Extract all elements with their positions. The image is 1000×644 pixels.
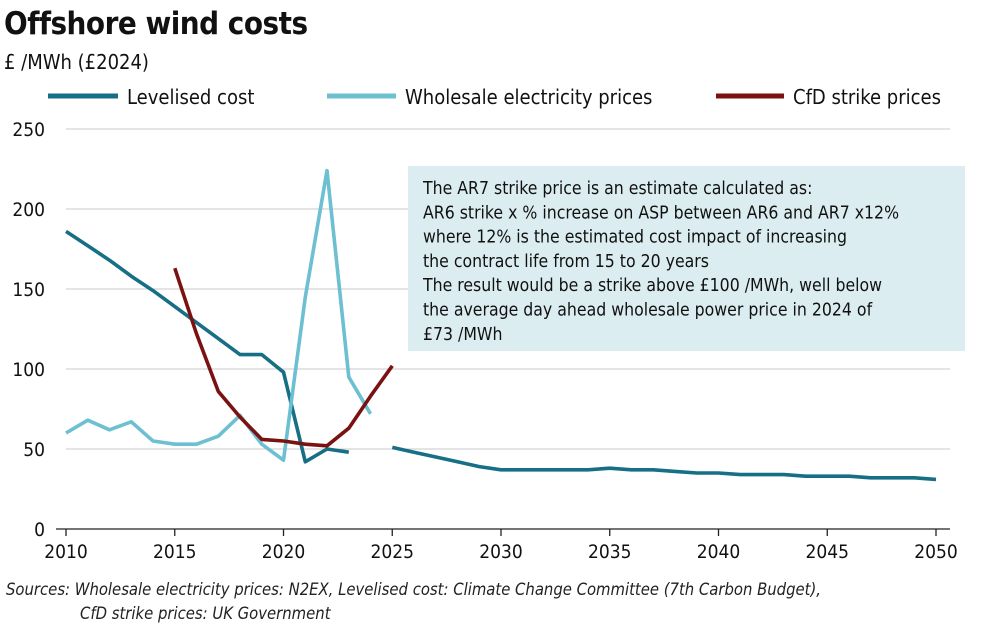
x-axis: 2010 2015 2020 2025 2030 2035 2040 2045 2050 — [44, 528, 958, 563]
x-tick-label: 2025 — [371, 541, 415, 563]
series-line-1-0 — [65, 168, 373, 463]
legend-label-2: CfD strike prices — [793, 85, 941, 109]
y-tick-label: 150 — [12, 279, 45, 301]
annotation-line-4: The result would be a strike above £100 … — [422, 276, 882, 296]
x-tick-label: 2050 — [914, 541, 958, 563]
series-line-0-0 — [65, 229, 350, 464]
annotation-line-5: the average day ahead wholesale power pr… — [423, 301, 873, 321]
y-tick-label: 100 — [12, 359, 45, 381]
x-tick-label: 2030 — [479, 541, 523, 563]
annotation-line-3: the contract life from 15 to 20 years — [423, 252, 709, 272]
sources-line-1: Sources: Wholesale electricity prices: N… — [6, 580, 821, 599]
legend-label-0: Levelised cost — [127, 85, 254, 109]
y-axis-ticks: 0 50 100 150 200 250 — [12, 119, 45, 541]
annotation-line-2: where 12% is the estimated cost impact o… — [423, 228, 847, 248]
x-tick-label: 2010 — [44, 541, 88, 563]
y-tick-label: 200 — [12, 199, 45, 221]
y-tick-label: 50 — [23, 439, 45, 461]
chart-title: Offshore wind costs — [4, 6, 308, 42]
annotation-line-0: The AR7 strike price is an estimate calc… — [422, 179, 812, 199]
chart-subtitle: £ /MWh (£2024) — [4, 50, 149, 74]
series-line-0-1 — [391, 445, 937, 482]
x-tick-label: 2020 — [262, 541, 306, 563]
legend-label-1: Wholesale electricity prices — [405, 85, 652, 109]
sources-note: Sources: Wholesale electricity prices: N… — [6, 578, 821, 626]
y-tick-label: 0 — [34, 519, 45, 541]
x-tick-label: 2035 — [588, 541, 632, 563]
annotation-line-1: AR6 strike x % increase on ASP between A… — [423, 203, 899, 223]
annotation-box: The AR7 strike price is an estimate calc… — [408, 166, 965, 351]
sources-line-2: CfD strike prices: UK Government — [80, 604, 331, 623]
series-line-2-0 — [173, 267, 394, 448]
x-tick-label: 2040 — [697, 541, 741, 563]
x-tick-label: 2045 — [806, 541, 850, 563]
series-lines — [65, 168, 937, 482]
legend: Levelised cost Wholesale electricity pric… — [48, 85, 941, 109]
annotation-background — [408, 166, 965, 351]
x-tick-label: 2015 — [153, 541, 197, 563]
annotation-line-6: £73 /MWh — [423, 325, 503, 345]
y-tick-label: 250 — [12, 119, 45, 141]
